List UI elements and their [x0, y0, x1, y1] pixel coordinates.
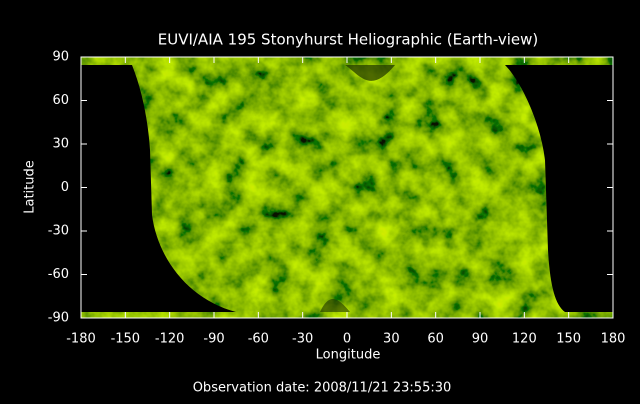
- x-tick-label: 120: [512, 332, 537, 347]
- lobe-gap-top: [345, 65, 395, 81]
- y-axis-label: Latitude: [23, 160, 38, 214]
- x-tick-label: 150: [556, 332, 581, 347]
- x-axis-label: Longitude: [316, 348, 381, 363]
- x-tick-label: 180: [601, 332, 626, 347]
- y-tick-label: -30: [48, 224, 69, 239]
- lobe-gap-bottom: [320, 298, 350, 312]
- x-tick-label: -90: [203, 332, 224, 347]
- y-tick-label: 90: [52, 50, 69, 65]
- y-tick-label: 30: [52, 137, 69, 152]
- x-tick-label: 30: [383, 332, 400, 347]
- chart-title: EUVI/AIA 195 Stonyhurst Heliographic (Ea…: [158, 31, 539, 49]
- y-tick-label: -60: [48, 267, 69, 282]
- x-tick-label: -30: [292, 332, 313, 347]
- y-tick-label: 60: [52, 93, 69, 108]
- x-tick-label: 0: [343, 332, 351, 347]
- y-tick-label: 0: [61, 180, 69, 195]
- x-tick-label: -180: [66, 332, 96, 347]
- x-tick-label: 60: [427, 332, 444, 347]
- off-disk-left: [81, 65, 236, 312]
- x-tick-label: -60: [248, 332, 269, 347]
- x-tick-label: 90: [472, 332, 489, 347]
- off-disk-right: [505, 65, 613, 312]
- y-tick-label: -90: [48, 311, 69, 326]
- observation-date: Observation date: 2008/11/21 23:55:30: [193, 381, 452, 396]
- x-tick-label: -120: [155, 332, 185, 347]
- map-image: [81, 57, 613, 318]
- x-tick-label: -150: [111, 332, 141, 347]
